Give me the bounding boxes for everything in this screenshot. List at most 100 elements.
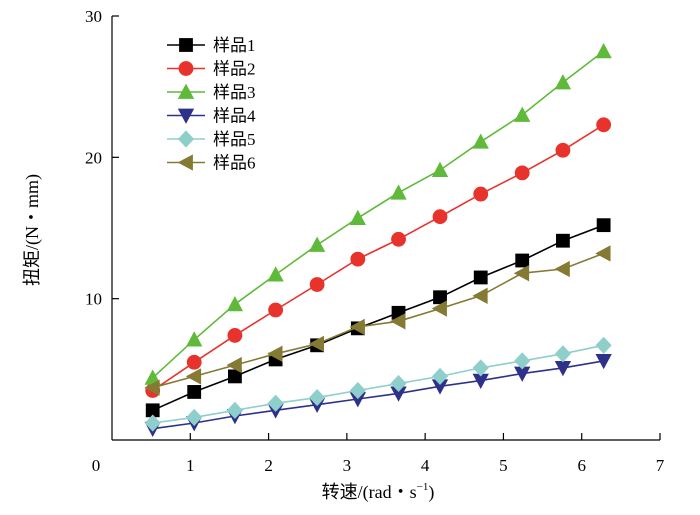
legend-marker	[177, 130, 195, 148]
data-point	[554, 260, 570, 278]
data-point	[556, 233, 570, 248]
data-point	[226, 295, 244, 312]
legend: 样品1 样品2 样品3 样品4 样品5 样品6	[167, 36, 256, 173]
legend-marker	[177, 83, 195, 99]
data-point	[349, 318, 365, 336]
data-point	[596, 117, 612, 133]
series-3	[144, 42, 612, 385]
series-line	[152, 344, 604, 424]
series-line	[152, 124, 605, 392]
y-tick-label: 20	[85, 148, 102, 167]
legend-label: 样品2	[213, 60, 256, 79]
data-point	[431, 367, 449, 385]
data-point	[267, 266, 284, 282]
data-point	[226, 356, 242, 374]
x-tick-label: 3	[343, 456, 352, 475]
data-point	[186, 331, 203, 347]
data-point	[185, 368, 202, 385]
data-point	[390, 313, 406, 330]
legend-label: 样品5	[213, 130, 256, 149]
x-tick-label: 4	[421, 456, 430, 475]
x-axis-title: 转速/(rad・s−1)	[322, 481, 435, 503]
legend-item-1: 样品1	[167, 36, 256, 55]
data-point	[186, 354, 202, 370]
data-point	[473, 186, 489, 202]
data-point	[514, 106, 531, 122]
data-point	[226, 401, 243, 419]
data-point	[186, 408, 203, 426]
legend-marker	[179, 38, 193, 52]
x-axis-title-close: )	[428, 482, 434, 503]
x-axis-title-main: 转速/(rad・s	[322, 482, 417, 503]
legend-item-6: 样品6	[167, 154, 256, 173]
series-6	[144, 245, 611, 396]
legend-label: 样品3	[213, 83, 256, 102]
legend-item-3: 样品3	[167, 83, 256, 102]
data-point	[514, 352, 531, 370]
x-tick-label: 5	[499, 456, 508, 475]
data-point	[596, 218, 611, 233]
data-point	[349, 381, 366, 400]
x-tick-label: 2	[264, 456, 273, 475]
series-4	[144, 353, 612, 438]
legend-item-4: 样品4	[167, 107, 256, 126]
x-tick-label: 0	[92, 456, 101, 475]
x-tick-label: 6	[577, 456, 586, 475]
data-point	[228, 369, 242, 384]
legend-item-5: 样品5	[167, 130, 256, 149]
legend-item-2: 样品2	[167, 60, 256, 79]
data-point	[432, 209, 448, 225]
data-point	[431, 300, 447, 317]
series-5	[144, 336, 612, 432]
data-point	[472, 359, 489, 377]
data-point	[554, 74, 572, 90]
data-point	[595, 353, 612, 370]
axes: 0 1 2 3 4 5 6 7 10 20 30	[85, 7, 665, 475]
legend-label: 样品4	[213, 107, 256, 126]
data-point	[554, 345, 571, 363]
data-point	[515, 253, 530, 268]
y-tick-label: 10	[85, 290, 102, 309]
data-point	[595, 336, 612, 354]
data-point	[555, 142, 571, 158]
data-point	[513, 265, 530, 282]
series-layer	[144, 42, 612, 438]
legend-marker	[177, 154, 193, 171]
data-point	[350, 251, 366, 267]
data-point	[309, 389, 326, 407]
data-point	[349, 209, 366, 226]
series-line	[152, 360, 604, 430]
legend-marker	[178, 61, 194, 76]
data-point	[309, 277, 325, 292]
data-point	[390, 374, 407, 393]
x-tick-label: 1	[186, 456, 195, 475]
data-point	[268, 302, 284, 318]
data-point	[514, 165, 530, 181]
x-tick-label: 7	[656, 456, 665, 475]
data-point	[144, 379, 160, 396]
data-point	[227, 328, 243, 343]
data-point	[187, 385, 202, 399]
x-axis-title-exponent: −1	[417, 481, 429, 493]
data-point	[472, 133, 489, 149]
data-point	[267, 394, 284, 412]
data-point	[472, 287, 488, 305]
y-axis-title: 扭矩/(N・mm)	[22, 174, 43, 286]
data-point	[391, 231, 406, 247]
data-point	[390, 184, 407, 200]
legend-label: 样品6	[213, 154, 256, 173]
data-point	[308, 236, 326, 252]
data-point	[308, 335, 325, 353]
data-point	[595, 245, 611, 262]
data-point	[473, 270, 488, 285]
legend-marker	[177, 108, 195, 124]
data-point	[595, 42, 612, 59]
data-point	[431, 161, 449, 177]
data-point	[144, 414, 161, 432]
y-tick-label: 30	[85, 7, 102, 26]
data-point	[433, 290, 447, 305]
legend-label: 样品1	[213, 36, 256, 55]
data-point	[267, 345, 283, 362]
